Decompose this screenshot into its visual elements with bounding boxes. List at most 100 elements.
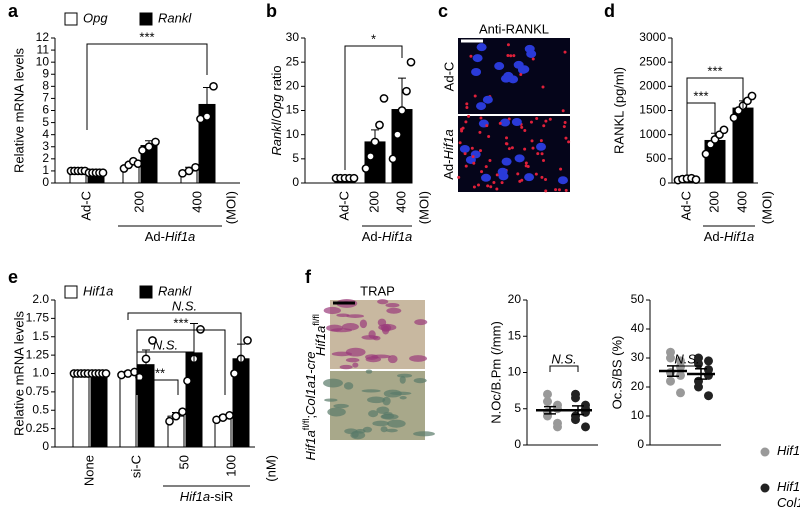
legend-swatch [139,285,153,299]
significance-label: N.S. [551,351,576,366]
significance-label: *** [150,365,165,380]
y-tick-label: 8 [42,79,49,93]
panel-letter: e [8,267,18,287]
rankl-signal [531,146,535,150]
rankl-signal [465,105,469,109]
image-label: Hif1afl/fl [311,314,328,356]
significance-label: *** [693,88,708,103]
data-point [349,173,359,183]
rankl-signal [472,161,476,165]
y-tick-label: 7 [42,91,49,105]
trap-stain [387,419,406,428]
y-tick-label: 10 [36,54,50,68]
panel-letter: a [8,1,19,21]
y-tick-label: 0.5 [32,402,49,416]
y-tick-label: 6 [42,103,49,117]
text-part: Col1a1-Cre [777,495,800,507]
rankl-signal [529,120,533,124]
trap-stain [367,396,386,404]
trap-stain [352,362,359,368]
y-tick-label: 500 [646,151,666,165]
y-tick-label: 3000 [639,30,666,44]
legend-label: Rankl [158,283,192,298]
y-tick-label: 0 [292,175,299,189]
rankl-signal [470,146,474,150]
trap-stain [414,319,428,326]
trap-stain [383,389,402,398]
data-point [243,336,252,345]
bar [119,373,137,448]
text-part: ; [303,415,318,419]
trap-stain [345,357,360,363]
rankl-signal [540,175,544,179]
unit-label: (MOI) [759,191,774,224]
data-point [171,411,181,421]
legend-marker [760,447,770,457]
rankl-signal [567,140,571,144]
data-point [184,166,194,176]
data-point [676,370,685,380]
image-title: Anti-RANKL [479,21,549,36]
data-point [98,168,108,178]
rankl-signal [544,119,548,123]
y-tick-label: 0 [659,175,666,189]
data-point [361,164,371,173]
y-tick-label: 0 [42,175,49,189]
text-part: Ad- [362,229,382,244]
rankl-signal [457,175,461,179]
nucleus [536,142,547,151]
rankl-signal [512,54,516,58]
rankl-signal [509,54,513,58]
y-axis-label: N.Oc/B.Pm (/mm) [488,321,503,424]
nucleus [500,74,511,83]
panel-letter: f [305,267,312,287]
text-part: Hif1a [441,129,456,159]
trap-stain [399,395,407,400]
data-point [543,397,552,406]
data-point [196,325,205,334]
nucleus [472,54,483,63]
rankl-signal [540,152,544,156]
nucleus [459,144,470,153]
rankl-signal [472,185,476,189]
y-tick-label: 50 [631,292,645,306]
y-tick-label: 10 [286,127,300,141]
rankl-signal [464,164,468,168]
y-tick-label: 20 [508,292,522,306]
x-tick-label: Ad-C [678,191,693,221]
trap-stain [365,369,373,374]
y-tick-label: 12 [36,30,50,44]
data-point [148,336,157,345]
data-point [581,400,590,410]
text-part: Rankl [269,121,284,155]
data-point [165,416,174,426]
rankl-signal [488,158,492,162]
rankl-signal [478,130,482,134]
trap-stain [397,373,413,378]
data-point [141,354,151,364]
text-part: / [269,118,284,122]
significance-bracket [686,77,744,175]
significance-label: N.S. [172,298,197,313]
rankl-signal [506,43,510,47]
rankl-signal [463,152,467,156]
text-part: ratio [269,65,284,94]
x-tick-label: Ad-C [336,191,351,221]
rankl-signal [541,85,545,89]
data-point [178,407,187,417]
rankl-signal [523,147,527,151]
y-tick-label: 1.75 [26,311,50,325]
rankl-signal [480,170,484,174]
data-point [202,112,212,121]
rankl-signal [465,102,469,106]
y-tick-label: 40 [631,321,645,335]
text-part: Hif1a [303,430,318,460]
legend-label: Hif1afl/fl;Col1a1-Cre [777,477,800,507]
data-point [375,120,384,130]
rankl-signal [510,146,514,150]
y-tick-label: 3 [42,139,49,153]
rankl-signal [487,135,491,139]
y-tick-label: 10 [631,408,645,422]
trap-stain [339,364,353,370]
y-tick-label: 1 [42,163,49,177]
